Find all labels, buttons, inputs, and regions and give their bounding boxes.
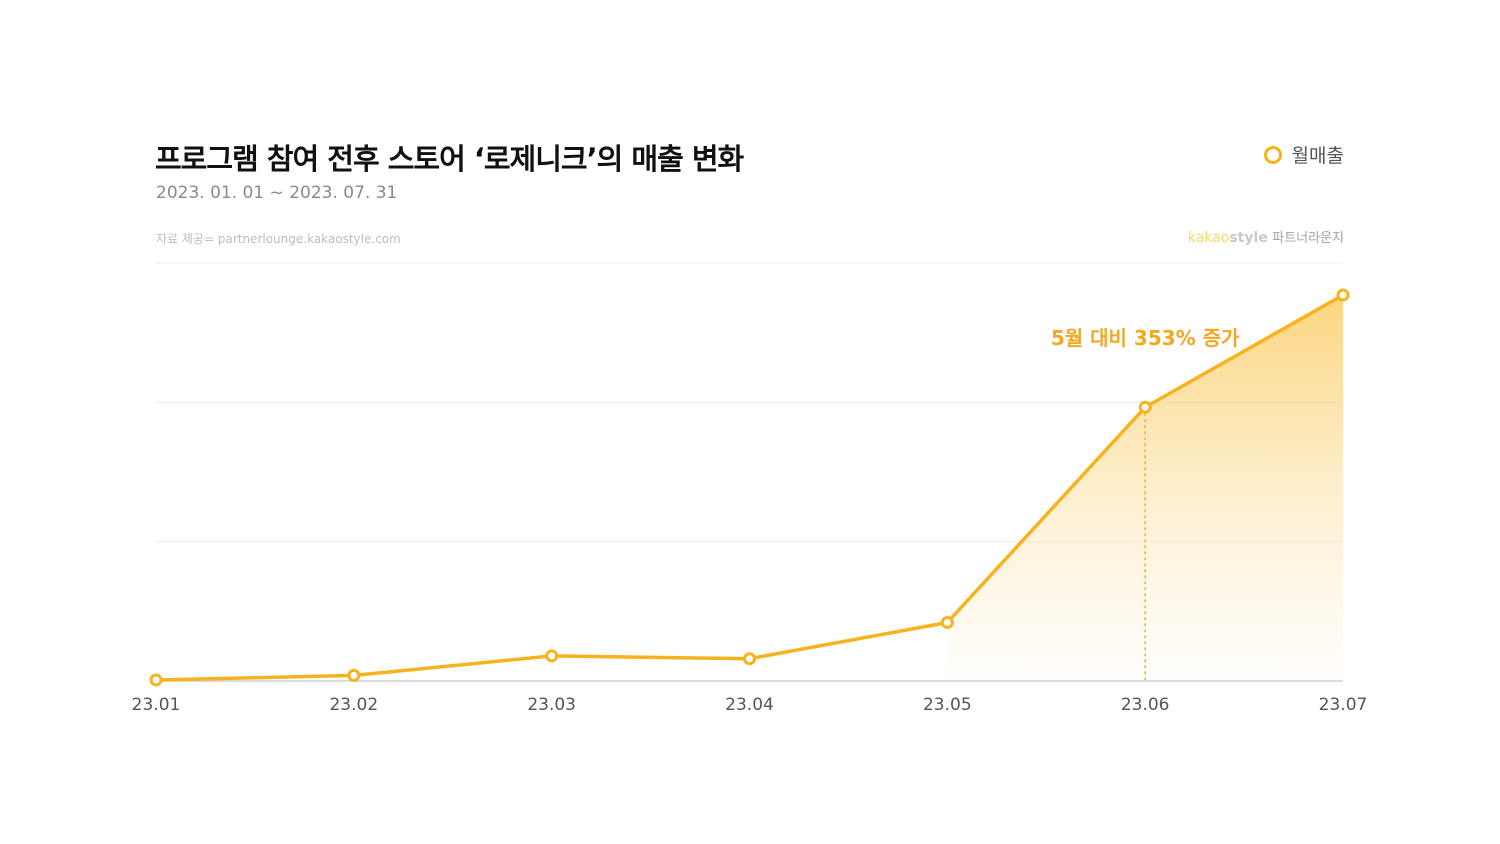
- data-point-23-04: [743, 652, 756, 666]
- brand-logo-part-partnerlounge: 파트너라운지: [1272, 231, 1344, 246]
- data-point-23-06: [1138, 400, 1152, 414]
- legend-label: 월매출: [1291, 145, 1344, 167]
- x-tick-label: 23.05: [923, 695, 972, 715]
- data-point-23-01: [149, 673, 163, 687]
- annotation-label: 5월 대비 353% 증가: [1051, 326, 1240, 350]
- data-source-note: 자료 제공= partnerlounge.kakaostyle.com: [156, 232, 401, 246]
- data-point-23-05: [940, 615, 954, 629]
- data-point-23-07: [1336, 288, 1350, 302]
- chart-title: 프로그램 참여 전후 스토어 ‘로제니크’의 매출 변화: [155, 142, 744, 176]
- x-tick-label: 23.06: [1121, 695, 1170, 715]
- legend-marker-icon: [1263, 145, 1282, 164]
- chart-legend: 월매출: [1263, 141, 1344, 168]
- x-tick-label: 23.01: [132, 695, 181, 715]
- data-point-23-03: [545, 649, 559, 663]
- x-tick-label: 23.03: [527, 695, 576, 715]
- data-point-23-02: [347, 668, 361, 682]
- brand-logo: kakaostyle 파트너라운지: [1188, 227, 1344, 246]
- x-tick-label: 23.04: [725, 695, 774, 715]
- x-tick-label: 23.02: [329, 695, 378, 715]
- chart-subtitle: 2023. 01. 01 ~ 2023. 07. 31: [156, 183, 398, 203]
- x-tick-label: 23.07: [1319, 695, 1368, 715]
- brand-logo-part-kakao: kakao: [1187, 230, 1230, 246]
- brand-logo-part-style: style: [1229, 230, 1268, 246]
